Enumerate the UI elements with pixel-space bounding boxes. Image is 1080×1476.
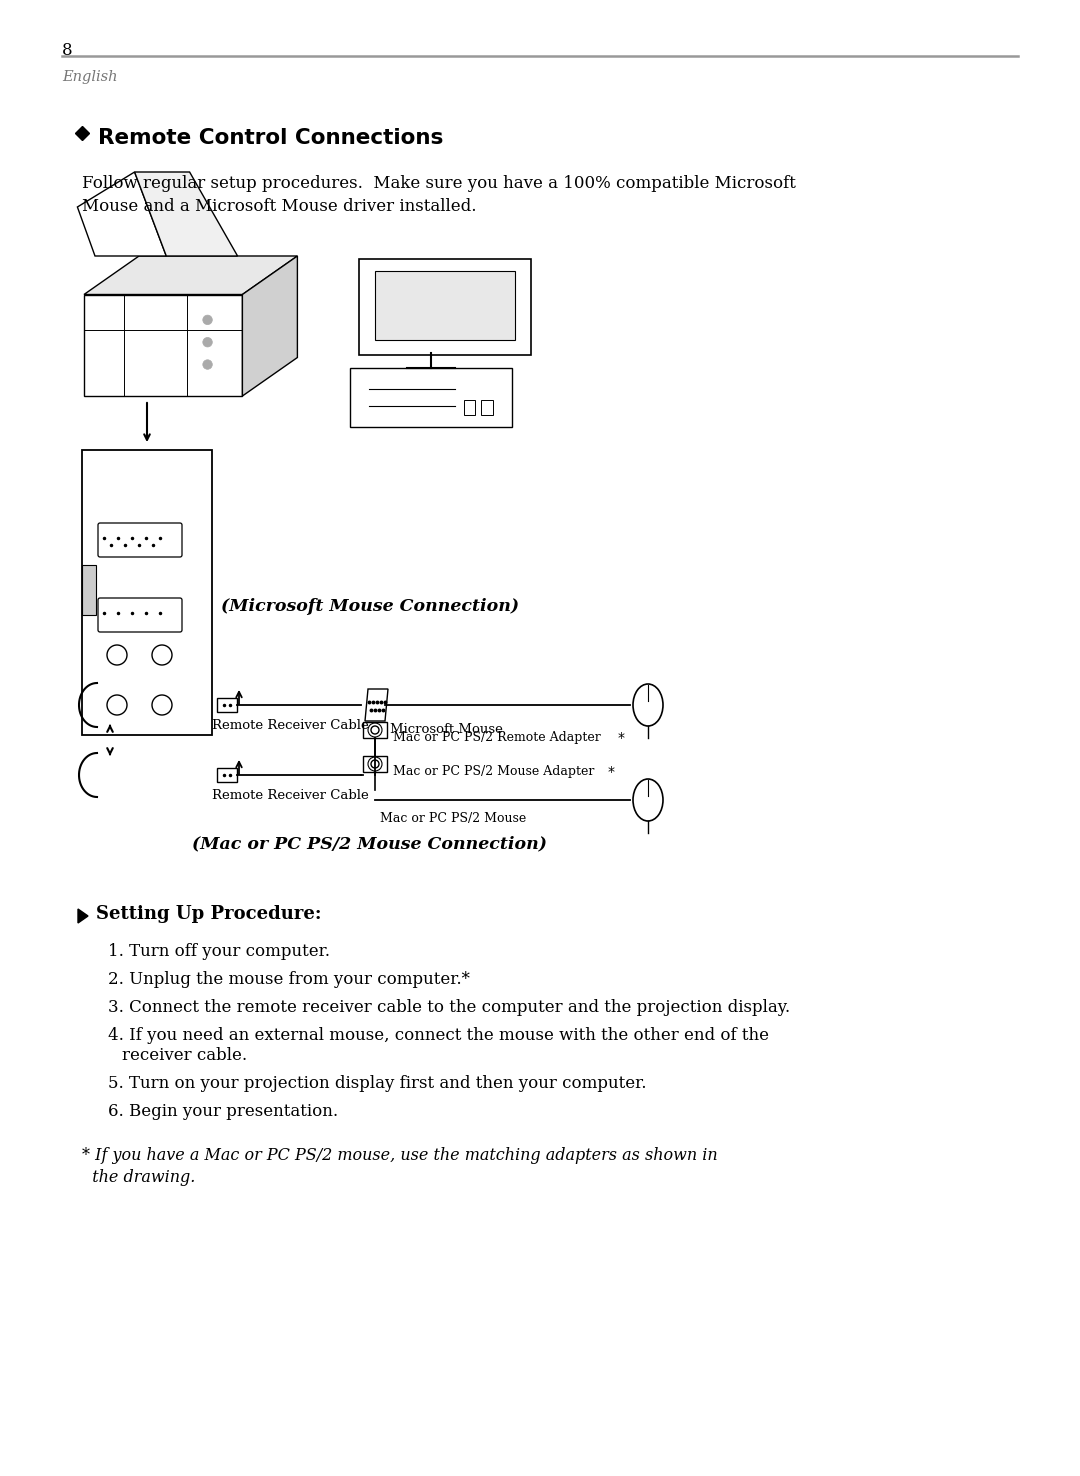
Text: Follow regular setup procedures.  Make sure you have a 100% compatible Microsoft: Follow regular setup procedures. Make su… — [82, 176, 796, 192]
Text: Mac or PC PS/2 Remote Adapter: Mac or PC PS/2 Remote Adapter — [393, 732, 600, 744]
Polygon shape — [135, 173, 238, 255]
FancyBboxPatch shape — [360, 258, 530, 356]
Circle shape — [152, 645, 172, 666]
Text: receiver cable.: receiver cable. — [122, 1046, 247, 1064]
Text: Setting Up Procedure:: Setting Up Procedure: — [96, 905, 322, 922]
Circle shape — [152, 695, 172, 714]
Bar — [82, 450, 212, 735]
Text: 4. If you need an external mouse, connect the mouse with the other end of the: 4. If you need an external mouse, connec… — [108, 1027, 769, 1044]
Circle shape — [203, 338, 213, 347]
FancyBboxPatch shape — [217, 768, 237, 782]
Text: Mac or PC PS/2 Mouse Adapter: Mac or PC PS/2 Mouse Adapter — [393, 766, 594, 778]
Text: 2. Unplug the mouse from your computer.*: 2. Unplug the mouse from your computer.* — [108, 971, 470, 987]
Text: 1. Turn off your computer.: 1. Turn off your computer. — [108, 943, 330, 959]
Text: Remote Receiver Cable: Remote Receiver Cable — [212, 719, 368, 732]
Bar — [82, 565, 96, 615]
Polygon shape — [242, 255, 297, 396]
Polygon shape — [365, 689, 388, 720]
Text: Mac or PC PS/2 Mouse: Mac or PC PS/2 Mouse — [380, 812, 526, 825]
Circle shape — [372, 726, 379, 734]
Text: Microsoft Mouse: Microsoft Mouse — [390, 723, 503, 737]
Circle shape — [107, 645, 127, 666]
Circle shape — [107, 695, 127, 714]
Bar — [350, 368, 512, 427]
Text: 6. Begin your presentation.: 6. Begin your presentation. — [108, 1103, 338, 1120]
Polygon shape — [84, 255, 297, 295]
Text: the drawing.: the drawing. — [82, 1169, 195, 1187]
Text: English: English — [62, 69, 118, 84]
Text: 8: 8 — [62, 41, 72, 59]
Text: Mouse and a Microsoft Mouse driver installed.: Mouse and a Microsoft Mouse driver insta… — [82, 198, 476, 215]
Text: (Mac or PC PS/2 Mouse Connection): (Mac or PC PS/2 Mouse Connection) — [192, 835, 548, 852]
Polygon shape — [78, 173, 166, 255]
Bar — [481, 400, 492, 415]
Text: *: * — [618, 731, 625, 745]
FancyBboxPatch shape — [98, 598, 183, 632]
Text: Remote Receiver Cable: Remote Receiver Cable — [212, 790, 368, 801]
Bar — [464, 400, 475, 415]
Circle shape — [372, 760, 379, 768]
FancyBboxPatch shape — [98, 523, 183, 556]
Text: *: * — [608, 765, 615, 779]
Text: Remote Control Connections: Remote Control Connections — [98, 128, 444, 148]
Bar — [363, 756, 387, 772]
Text: * If you have a Mac or PC PS/2 mouse, use the matching adapters as shown in: * If you have a Mac or PC PS/2 mouse, us… — [82, 1147, 717, 1165]
Bar — [84, 295, 242, 396]
Text: (Microsoft Mouse Connection): (Microsoft Mouse Connection) — [221, 598, 519, 615]
Circle shape — [203, 314, 213, 325]
Polygon shape — [78, 909, 87, 922]
Bar — [363, 722, 387, 738]
Text: 3. Connect the remote receiver cable to the computer and the projection display.: 3. Connect the remote receiver cable to … — [108, 999, 791, 1015]
Bar — [375, 272, 515, 339]
Ellipse shape — [633, 779, 663, 821]
Ellipse shape — [633, 683, 663, 726]
Text: 5. Turn on your projection display first and then your computer.: 5. Turn on your projection display first… — [108, 1075, 647, 1092]
FancyBboxPatch shape — [217, 698, 237, 711]
Circle shape — [203, 360, 213, 369]
